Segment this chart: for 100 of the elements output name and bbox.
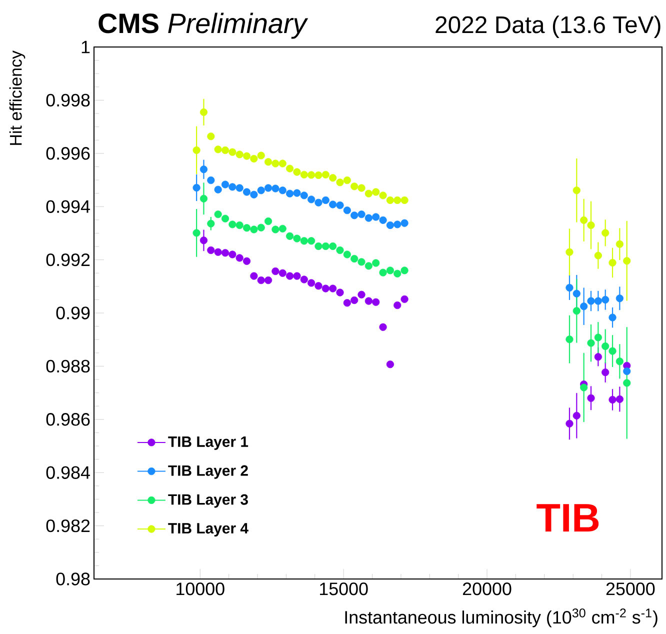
point — [386, 221, 394, 230]
y-tick-label: 0.988 — [46, 360, 90, 373]
point — [300, 276, 308, 284]
point — [343, 176, 351, 184]
point — [616, 358, 624, 366]
point — [594, 353, 602, 361]
point — [379, 192, 387, 200]
point — [594, 252, 602, 260]
point — [580, 384, 588, 392]
point — [386, 360, 394, 368]
point — [286, 164, 294, 172]
point — [200, 194, 208, 202]
point — [242, 188, 251, 196]
point — [623, 379, 631, 387]
point — [250, 154, 258, 163]
point — [608, 314, 616, 322]
point — [278, 224, 286, 232]
point — [286, 232, 294, 240]
point — [192, 184, 200, 192]
point — [236, 184, 244, 192]
point — [264, 184, 272, 192]
point — [602, 296, 610, 304]
point — [286, 272, 294, 280]
point — [616, 294, 624, 302]
point — [364, 214, 372, 222]
point — [228, 148, 236, 156]
x-tick-label: 10000 — [176, 582, 224, 596]
point — [221, 146, 230, 154]
point — [350, 296, 358, 304]
point — [608, 258, 616, 267]
point — [293, 234, 301, 242]
point — [587, 394, 595, 402]
point — [242, 257, 251, 265]
point — [308, 279, 316, 287]
annotation: TIB — [536, 504, 599, 532]
point — [616, 395, 624, 403]
point — [358, 290, 366, 298]
point — [278, 269, 286, 277]
x-tick-label: 20000 — [462, 582, 512, 596]
point — [572, 307, 580, 315]
point — [207, 176, 215, 184]
point — [608, 396, 616, 404]
y-tick-label: 0.998 — [46, 94, 90, 107]
point — [364, 297, 372, 305]
point — [314, 171, 322, 180]
point — [379, 323, 387, 331]
point — [336, 178, 344, 186]
point — [400, 196, 408, 204]
point — [264, 276, 272, 284]
point — [278, 160, 286, 168]
y-tick-label: 0.982 — [46, 519, 90, 532]
point — [257, 224, 265, 232]
point — [200, 108, 208, 116]
point — [616, 240, 624, 248]
point — [400, 295, 408, 303]
point — [236, 150, 244, 158]
point — [572, 290, 580, 298]
point — [214, 210, 222, 218]
point — [394, 196, 402, 204]
point — [372, 259, 380, 267]
point — [300, 192, 308, 200]
point — [272, 184, 280, 192]
point — [394, 220, 402, 228]
point — [358, 184, 366, 192]
point — [372, 298, 380, 306]
point — [322, 170, 330, 178]
point — [379, 268, 387, 276]
point — [228, 250, 236, 258]
point — [394, 301, 402, 310]
point — [350, 182, 358, 190]
point — [329, 284, 337, 292]
point — [602, 229, 610, 237]
legend-label: TIB Layer 1 — [168, 436, 248, 450]
point — [343, 206, 351, 214]
point — [358, 210, 366, 218]
point — [580, 302, 588, 310]
point — [336, 246, 344, 254]
point — [358, 258, 366, 266]
point — [207, 132, 215, 140]
point — [322, 196, 330, 204]
point — [623, 257, 631, 265]
point — [207, 220, 215, 228]
chart-title: CMS Preliminary — [98, 12, 308, 39]
point — [566, 284, 574, 292]
legend-label: TIB Layer 3 — [168, 494, 248, 508]
point — [293, 189, 301, 197]
point — [566, 248, 574, 256]
point — [221, 214, 230, 222]
point — [293, 272, 301, 280]
point — [272, 226, 280, 234]
y-tick-label: 0.992 — [46, 253, 90, 266]
point — [364, 190, 372, 198]
point — [300, 170, 308, 178]
point — [587, 339, 595, 347]
point — [221, 180, 230, 188]
point — [257, 276, 265, 284]
y-tick-label: 0.986 — [46, 413, 90, 426]
point — [207, 246, 215, 254]
point — [372, 213, 380, 221]
point — [329, 242, 337, 250]
